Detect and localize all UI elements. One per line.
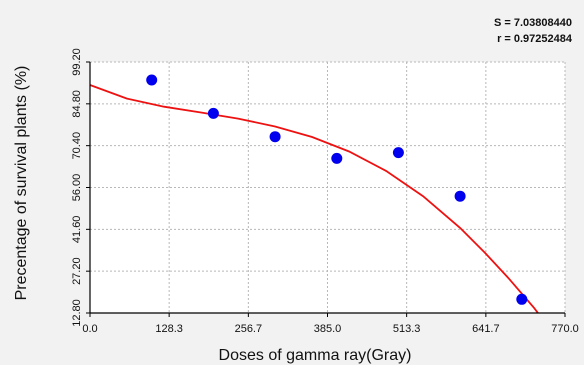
- data-point: [392, 147, 404, 159]
- y-tick-label: 41.60: [71, 216, 83, 244]
- data-point: [146, 74, 158, 86]
- y-tick-label: 99.20: [71, 48, 83, 76]
- stat-s: S = 7.03808440: [494, 17, 572, 29]
- points-layer: [146, 74, 528, 305]
- x-tick-label: 0.0: [82, 323, 97, 335]
- x-tick-label: 385.0: [314, 323, 342, 335]
- data-point: [516, 293, 528, 305]
- x-tick-label: 770.0: [551, 323, 579, 335]
- y-axis-title: Precentage of survival plants (%): [13, 66, 30, 301]
- x-tick-labels: 0.0 128.3 256.7 385.0 513.3 641.7 770.0: [82, 323, 578, 335]
- stat-r: r = 0.97252484: [497, 33, 573, 45]
- x-tick-label: 513.3: [393, 323, 421, 335]
- y-tick-label: 56.00: [71, 174, 83, 202]
- y-tick-label: 84.80: [71, 90, 83, 118]
- x-axis-title: Doses of gamma ray(Gray): [219, 347, 412, 364]
- x-tick-label: 128.3: [155, 323, 183, 335]
- x-tick-label: 256.7: [235, 323, 263, 335]
- fit-line-layer: [90, 84, 540, 313]
- data-point: [331, 152, 343, 164]
- y-tick-label: 12.80: [71, 299, 83, 327]
- data-point: [454, 190, 466, 202]
- y-tick-label: 27.20: [71, 257, 83, 285]
- y-tick-labels: 12.80 27.20 41.60 56.00 70.40 84.80 99.20: [71, 48, 83, 327]
- x-tick-label: 641.7: [472, 323, 500, 335]
- y-tick-label: 70.40: [71, 132, 83, 160]
- data-point: [269, 131, 281, 143]
- data-point: [207, 107, 219, 119]
- grid: [86, 61, 566, 317]
- fit-curve: [90, 84, 540, 313]
